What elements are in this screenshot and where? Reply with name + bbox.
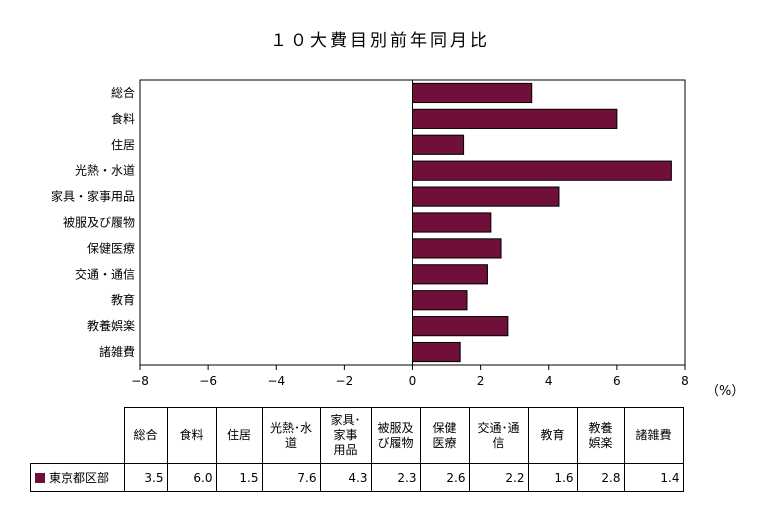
bar-3 [412, 160, 672, 181]
series-swatch [35, 473, 45, 483]
x-tick-label: 6 [613, 374, 621, 388]
column-header: 家具･家事用品家具･家事用品 [319, 407, 372, 464]
value-cell: 1.6 [527, 463, 578, 492]
category-label: 保健医療 [87, 241, 135, 255]
chart-title: １０大費目別前年同月比 [270, 31, 490, 51]
bar-1 [412, 108, 618, 129]
bar-10 [412, 341, 461, 363]
value-cell: 2.2 [468, 463, 529, 492]
table-row: 東京都区部 3.5 6.0 1.5 7.6 4.3 2.3 2.6 2.2 1.6 2.8 1.4 [30, 463, 684, 492]
bar-5 [412, 212, 492, 233]
value-cell: 2.3 [370, 463, 421, 492]
series-label-cell: 東京都区部 [30, 463, 125, 492]
value-cell: 1.4 [623, 463, 684, 492]
category-label: 総合 [111, 85, 135, 100]
x-tick-label: −6 [199, 374, 217, 388]
x-tick-label: 8 [681, 374, 689, 388]
category-label: 食料 [111, 111, 135, 126]
bar-7 [412, 264, 488, 285]
category-label: 住居 [111, 138, 135, 152]
category-label: 光熱・水道 [75, 164, 135, 178]
x-tick-label: 2 [477, 374, 485, 388]
bar-6 [412, 238, 502, 259]
value-cell: 3.5 [123, 463, 168, 492]
category-label: 交通・通信 [75, 266, 135, 281]
category-label: 家具・家事用品 [51, 189, 135, 204]
bar-chart: 総合食料住居光熱・水道家具・家事用品被服及び履物保健医療交通・通信教育教養娯楽諸… [51, 79, 744, 399]
column-header: 諸雑費諸雑費 [623, 407, 684, 464]
table-corner [31, 408, 125, 464]
x-tick-label: −2 [336, 374, 354, 388]
value-cell: 6.0 [166, 463, 217, 492]
column-header: 光熱･水道光熱･水道 [261, 407, 321, 464]
data-table: 総合総合食料食料住居住居光熱･水道光熱･水道家具･家事用品家具･家事用品被服及び… [30, 407, 684, 492]
category-label: 被服及び履物 [63, 216, 135, 230]
category-label: 教養娯楽 [87, 318, 135, 333]
column-header: 教養娯楽教養娯楽 [576, 407, 625, 464]
category-label: 教育 [111, 292, 135, 307]
x-tick-label: −8 [131, 374, 149, 388]
value-cell: 2.6 [419, 463, 470, 492]
column-header: 交通･通信交通･通信 [468, 407, 529, 464]
x-unit-label: （%） [706, 384, 744, 399]
column-header: 住居住居 [215, 407, 263, 464]
bar-4 [412, 186, 560, 207]
category-label: 諸雑費 [99, 344, 135, 359]
column-header: 被服及び履物被服及び履物 [370, 407, 421, 464]
x-tick-label: 4 [545, 374, 553, 388]
bar-9 [412, 316, 509, 337]
bar-2 [412, 134, 465, 155]
column-header: 食料食料 [166, 407, 217, 464]
column-header: 保健医療保健医療 [419, 407, 470, 464]
bar-0 [412, 82, 533, 104]
value-cell: 2.8 [576, 463, 625, 492]
column-header: 教育教育 [527, 407, 578, 464]
value-cell: 1.5 [215, 463, 263, 492]
value-cell: 7.6 [261, 463, 321, 492]
x-tick-label: 0 [409, 374, 417, 388]
value-cell: 4.3 [319, 463, 372, 492]
column-header: 総合総合 [123, 407, 168, 464]
series-name: 東京都区部 [49, 471, 110, 485]
x-tick-label: −4 [267, 374, 285, 388]
table-header-row: 総合総合食料食料住居住居光熱･水道光熱･水道家具･家事用品家具･家事用品被服及び… [31, 407, 684, 464]
bar-8 [412, 290, 468, 311]
